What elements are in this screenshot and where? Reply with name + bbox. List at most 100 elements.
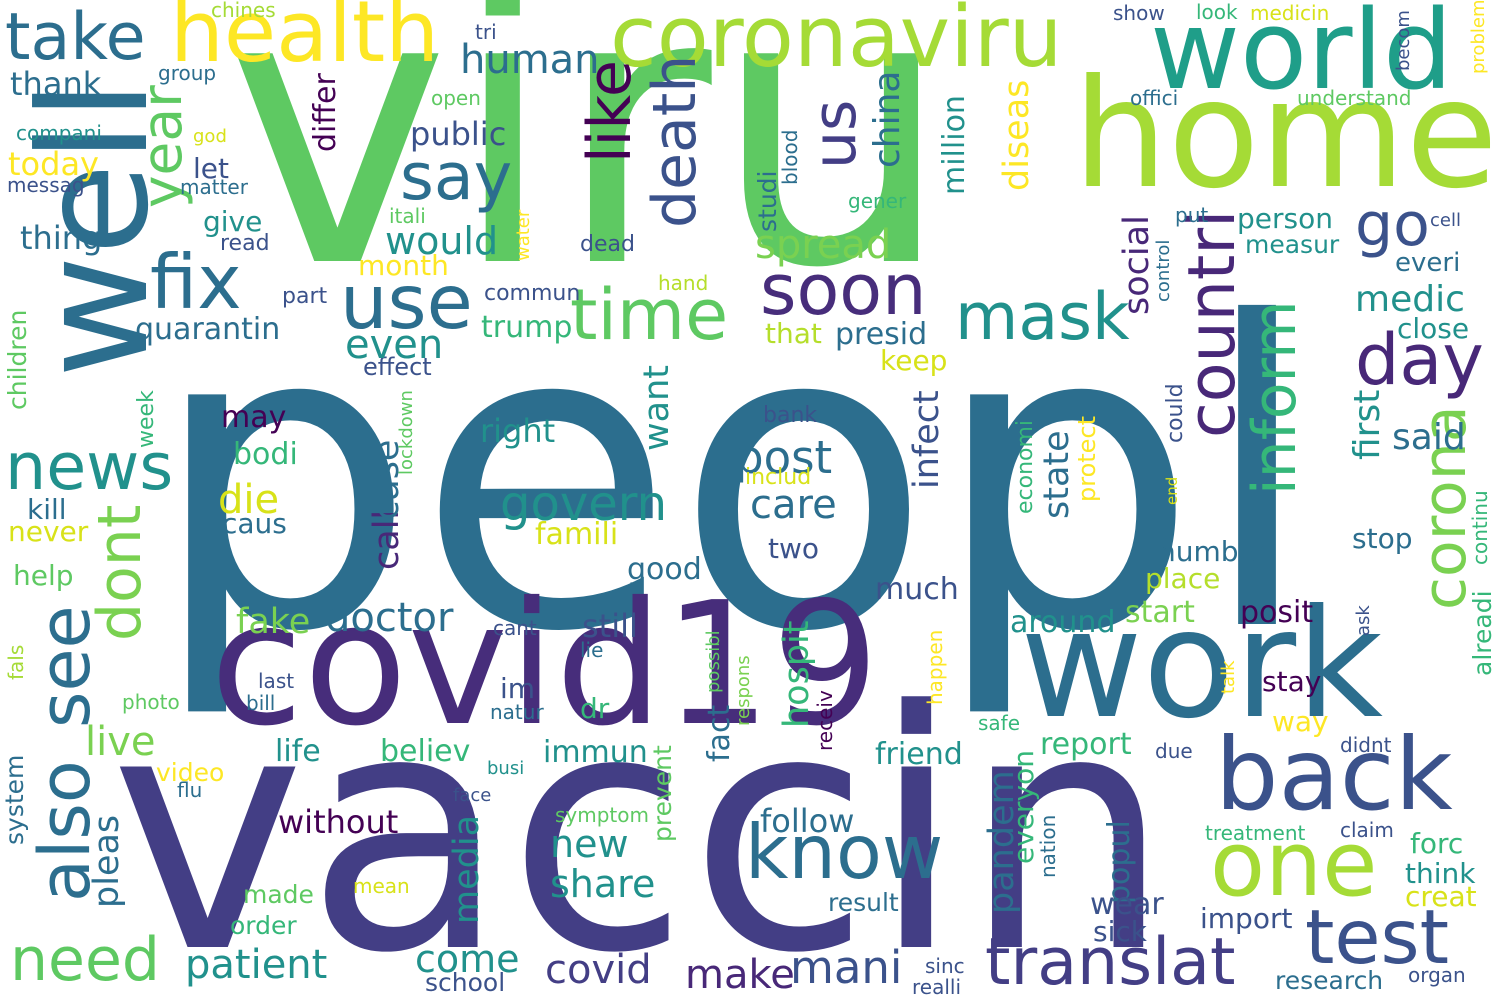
cloud-word-presid: presid	[835, 317, 928, 352]
cloud-word-may: may	[221, 400, 287, 435]
cloud-word-bank: bank	[763, 403, 818, 428]
cloud-word-say: say	[400, 140, 513, 215]
cloud-word-control: control	[1153, 239, 1174, 302]
cloud-word-everi: everi	[1395, 248, 1461, 278]
cloud-word-school: school	[425, 968, 506, 997]
cloud-word-covid19: covid19	[210, 566, 880, 764]
cloud-word-continu: continu	[1468, 490, 1492, 565]
cloud-word-group: group	[158, 61, 217, 85]
cloud-word-number: number	[1158, 535, 1268, 568]
cloud-word-use: use	[340, 258, 473, 346]
cloud-word-test: test	[1305, 893, 1450, 981]
cloud-word-protect: protect	[1073, 415, 1101, 502]
cloud-word-mani: mani	[790, 941, 903, 994]
cloud-word-tri: tri	[475, 20, 497, 44]
cloud-word-economi: economi	[1013, 419, 1038, 514]
cloud-word-ask: ask	[1353, 605, 1374, 636]
cloud-word-video: video	[156, 758, 225, 787]
cloud-word-forc: forc	[1410, 827, 1464, 860]
cloud-word-inform: inform	[1240, 300, 1310, 495]
cloud-word-place: place	[1145, 562, 1221, 595]
cloud-word-fals: fals	[4, 644, 28, 680]
cloud-word-share: share	[550, 862, 656, 906]
cloud-word-around: around	[1010, 605, 1116, 640]
cloud-word-new: new	[550, 822, 629, 866]
cloud-word-immun: immun	[543, 735, 648, 770]
cloud-word-nation: nation	[1036, 814, 1060, 878]
cloud-word-fix: fix	[150, 238, 242, 326]
cloud-word-close: close	[1397, 312, 1470, 345]
cloud-word-claim: claim	[1340, 818, 1394, 842]
cloud-word-system: system	[0, 754, 29, 845]
cloud-word-keep: keep	[880, 344, 948, 377]
cloud-word-fact: fact	[702, 704, 737, 762]
cloud-word-dr: dr	[580, 692, 610, 725]
cloud-word-news: news	[5, 430, 174, 505]
cloud-word-god: god	[193, 126, 227, 147]
cloud-word-medic: medic	[1355, 279, 1465, 320]
cloud-word-last: last	[258, 669, 295, 693]
cloud-word-doctor: doctor	[325, 595, 454, 641]
cloud-word-even: even	[345, 322, 444, 368]
cloud-word-life: life	[275, 734, 321, 769]
cloud-word-vaccin: vaccin	[110, 641, 1172, 1000]
cloud-word-diseas: diseas	[997, 79, 1037, 191]
cloud-word-posit: posit	[1240, 595, 1314, 630]
cloud-word-flu: flu	[177, 778, 203, 802]
cloud-word-measur: measur	[1245, 230, 1340, 259]
cloud-word-stop: stop	[1352, 522, 1413, 555]
cloud-word-chines: chines	[211, 0, 276, 22]
cloud-word-show: show	[1113, 1, 1165, 25]
cloud-word-covid: covid	[545, 947, 652, 993]
cloud-word-commun: commun	[484, 281, 581, 306]
cloud-word-live: live	[85, 719, 156, 765]
cloud-word-studi: studi	[753, 170, 782, 233]
cloud-word-put: put	[1175, 203, 1209, 227]
cloud-word-social: social	[1117, 215, 1157, 315]
cloud-word-death: death	[640, 54, 710, 228]
cloud-word-thing: thing	[20, 219, 103, 257]
cloud-word-person: person	[1237, 202, 1333, 235]
cloud-word-made: made	[243, 880, 314, 909]
cloud-word-week: week	[134, 390, 159, 448]
cloud-word-bill: bill	[246, 691, 276, 715]
cloud-word-right: right	[480, 412, 556, 450]
cloud-word-order: order	[230, 911, 297, 940]
cloud-word-dont: dont	[85, 504, 155, 641]
cloud-word-hand: hand	[658, 271, 709, 295]
cloud-word-hospit: hospit	[777, 620, 817, 729]
cloud-word-trump: trump	[481, 310, 573, 345]
cloud-word-everyon: everyon	[1007, 750, 1040, 864]
cloud-word-fake: fake	[236, 602, 311, 642]
cloud-word-way: way	[1272, 705, 1329, 738]
cloud-word-natur: natur	[490, 700, 544, 724]
cloud-word-china: china	[867, 70, 908, 169]
cloud-word-understand: understand	[1297, 86, 1412, 110]
cloud-word-treatment: treatment	[1205, 821, 1306, 845]
cloud-word-human: human	[460, 37, 600, 83]
cloud-word-coronaviru: coronaviru	[610, 0, 1063, 87]
cloud-word-help: help	[13, 559, 74, 592]
cloud-word-photo: photo	[122, 690, 180, 714]
cloud-word-friend: friend	[875, 737, 963, 772]
cloud-word-lockdown: lockdown	[396, 390, 417, 475]
cloud-word-creat: creat	[1405, 880, 1477, 913]
cloud-word-health: health	[170, 0, 440, 82]
cloud-word-caus: caus	[222, 507, 287, 540]
cloud-word-im: im	[500, 672, 536, 705]
cloud-word-safe: safe	[978, 711, 1021, 735]
cloud-word-offici: offici	[1130, 86, 1179, 110]
cloud-word-talk: talk	[1218, 660, 1239, 694]
cloud-word-import: import	[1200, 902, 1293, 935]
cloud-word-possibl: possibl	[703, 630, 724, 693]
cloud-word-water: water	[513, 209, 534, 261]
cloud-word-symptom: symptom	[555, 803, 649, 827]
cloud-word-thank: thank	[10, 65, 102, 103]
cloud-word-good: good	[627, 552, 702, 587]
cloud-word-work: work	[1020, 578, 1383, 752]
cloud-word-day: day	[1355, 319, 1484, 401]
cloud-word-effect: effect	[363, 353, 432, 381]
cloud-word-go: go	[1355, 190, 1430, 260]
cloud-word-one: one	[1210, 812, 1378, 917]
